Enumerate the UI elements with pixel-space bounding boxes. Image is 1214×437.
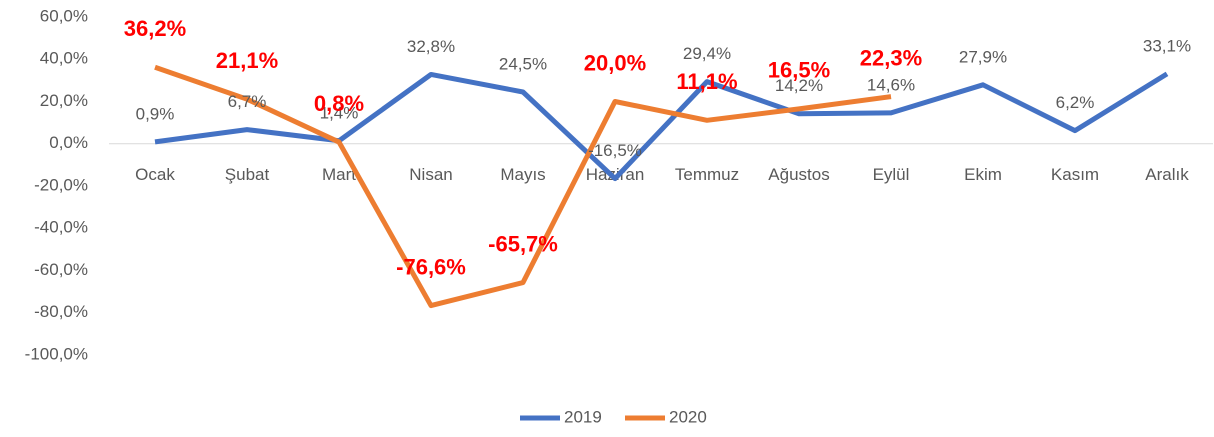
x-tick-label: Ocak <box>135 165 175 184</box>
data-label: 20,0% <box>584 50 646 75</box>
x-tick-label: Temmuz <box>675 165 739 184</box>
data-label: 11,1% <box>676 69 737 94</box>
x-tick-label: Ekim <box>964 165 1002 184</box>
data-label: 6,7% <box>228 92 267 111</box>
series-line <box>154 64 892 309</box>
data-label: -76,6% <box>396 254 466 279</box>
x-tick-label: Aralık <box>1145 165 1189 184</box>
data-label: 36,2% <box>124 16 186 41</box>
x-tick-label: Ağustos <box>768 165 829 184</box>
data-label: 32,8% <box>407 37 455 56</box>
x-tick-label: Eylül <box>873 165 910 184</box>
legend-label: 2019 <box>564 407 602 426</box>
data-label: 6,2% <box>1056 93 1095 112</box>
data-label: -16,5% <box>588 141 642 160</box>
y-tick-label: -40,0% <box>34 218 88 237</box>
data-label: 0,9% <box>136 104 175 123</box>
data-label: 22,3% <box>860 45 922 70</box>
x-tick-label: Nisan <box>409 165 452 184</box>
data-label: 16,5% <box>768 58 830 83</box>
data-label: 14,2% <box>775 76 823 95</box>
data-label: 27,9% <box>959 47 1007 66</box>
y-tick-label: -20,0% <box>34 175 88 194</box>
x-tick-label: Mayıs <box>500 165 545 184</box>
y-tick-label: 20,0% <box>40 91 88 110</box>
legend-label: 2020 <box>669 407 707 426</box>
data-label: 24,5% <box>499 54 547 73</box>
x-tick-label: Şubat <box>225 165 270 184</box>
y-tick-label: -100,0% <box>25 344 88 363</box>
y-tick-label: 0,0% <box>49 133 88 152</box>
data-label: 0,8% <box>314 91 364 116</box>
data-label: -65,7% <box>488 231 558 256</box>
x-tick-label: Haziran <box>586 165 645 184</box>
y-tick-label: 40,0% <box>40 49 88 68</box>
x-tick-label: Mart <box>322 165 356 184</box>
data-label: 14,6% <box>867 75 915 94</box>
data-label: 33,1% <box>1143 36 1191 55</box>
data-label: 1,4% <box>320 103 359 122</box>
data-label: 21,1% <box>216 48 278 73</box>
series-line <box>154 71 1169 182</box>
y-tick-label: -80,0% <box>34 302 88 321</box>
data-label: 29,4% <box>683 44 731 63</box>
y-tick-label: 60,0% <box>40 6 88 25</box>
y-tick-label: -60,0% <box>34 260 88 279</box>
x-tick-label: Kasım <box>1051 165 1099 184</box>
